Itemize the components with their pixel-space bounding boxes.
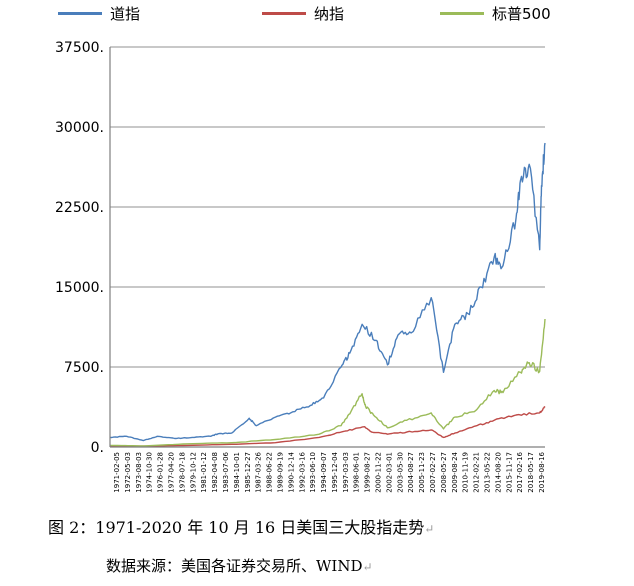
legend-item-nasdaq: 纳指 [262, 2, 344, 24]
legend-item-dow: 道指 [58, 2, 140, 24]
x-tick-label: 1971-02-05 [113, 452, 121, 493]
x-tick-label: 2008-05-27 [440, 452, 448, 493]
x-tick-label: 2014-08-20 [494, 452, 502, 493]
x-tick-label: 2015-11-17 [505, 452, 513, 493]
y-tick-label: 7500. [64, 360, 104, 376]
y-tick-label: 15000. [55, 280, 104, 296]
x-tick-label: 1987-03-26 [255, 451, 263, 492]
source-text: 数据来源：美国各证券交易所、WIND [106, 557, 363, 575]
y-tick-label: 30000. [55, 120, 104, 136]
x-tick-label: 1974-10-30 [146, 452, 154, 493]
legend-label-sp500: 标普500 [492, 4, 551, 23]
x-tick-label: 1988-06-22 [266, 452, 274, 493]
x-tick-label: 1999-08-27 [364, 452, 372, 493]
paragraph-mark: ↵ [424, 522, 435, 536]
x-tick-label: 1978-07-18 [178, 452, 186, 493]
x-axis-tick-labels: 1971-02-05 1972-05-03 1973-08-03 1974-10-30… [113, 451, 546, 492]
x-tick-label: 2000-11-22 [375, 452, 383, 493]
x-tick-label: 1973-08-03 [135, 452, 143, 493]
x-tick-label: 2013-05-22 [484, 452, 492, 493]
x-tick-label: 2002-03-01 [385, 452, 393, 493]
legend-swatch-nasdaq [262, 11, 306, 15]
x-tick-label: 2018-05-17 [527, 452, 535, 493]
x-tick-label: 1981-01-12 [200, 452, 208, 493]
x-tick-label: 1990-12-14 [287, 451, 295, 492]
legend-swatch-dow [58, 11, 102, 15]
x-tick-label: 2019-08-16 [538, 451, 546, 492]
x-tick-label: 1998-06-01 [353, 452, 361, 493]
series-line-0 [109, 142, 546, 442]
x-tick-label: 1993-06-10 [309, 452, 317, 493]
x-tick-label: 1982-04-08 [211, 452, 219, 493]
y-tick-label: 37500. [55, 40, 104, 56]
x-tick-label: 1984-10-01 [233, 452, 241, 493]
caption-text: 图 2：1971-2020 年 10 月 16 日美国三大股指走势 [48, 518, 425, 537]
x-tick-label: 1979-10-12 [189, 452, 197, 493]
legend-item-sp500: 标普500 [440, 2, 551, 24]
x-tick-label: 1985-12-27 [244, 452, 252, 493]
x-tick-label: 2007-02-27 [429, 452, 437, 493]
legend-label-nasdaq: 纳指 [314, 4, 345, 23]
figure-caption: 图 2：1971-2020 年 10 月 16 日美国三大股指走势↵ [48, 514, 434, 538]
x-tick-label: 1972-05-03 [124, 452, 132, 493]
series-line-2 [110, 318, 546, 447]
x-tick-label: 1976-01-28 [157, 452, 165, 493]
x-tick-label: 2017-02-16 [516, 451, 524, 492]
legend-swatch-sp500 [440, 11, 484, 15]
x-tick-label: 1994-09-07 [320, 452, 328, 493]
series-line-1 [110, 406, 546, 447]
x-tick-label: 2003-05-30 [396, 452, 404, 493]
gridlines [110, 46, 545, 368]
x-tick-label: 1989-09-19 [277, 452, 285, 493]
paragraph-mark: ↵ [362, 560, 373, 574]
axes [109, 47, 545, 448]
figure-source: 数据来源：美国各证券交易所、WIND↵ [106, 555, 373, 576]
y-axis-tick-labels: 37500. 30000. 22500. 15000. 7500. 0. [55, 40, 104, 456]
x-tick-label: 1983-07-06 [222, 451, 230, 492]
x-tick-label: 2004-08-27 [407, 452, 415, 493]
x-tick-label: 1977-04-20 [168, 452, 176, 493]
series-lines [109, 142, 546, 447]
x-tick-label: 2005-11-23 [418, 452, 426, 493]
x-tick-label: 1995-12-04 [331, 451, 339, 492]
y-tick-label: 22500. [55, 200, 104, 216]
x-tick-label: 1997-03-03 [342, 452, 350, 493]
chart: 37500. 30000. 22500. 15000. 7500. 0. 1971-02-… [55, 40, 546, 493]
x-tick-label: 2012-02-21 [473, 452, 481, 493]
legend-label-dow: 道指 [110, 4, 141, 23]
x-tick-label: 2010-11-19 [462, 452, 470, 493]
x-tick-label: 2009-08-24 [451, 451, 459, 492]
y-tick-label: 0. [91, 440, 104, 456]
x-tick-label: 1992-03-16 [298, 451, 306, 492]
